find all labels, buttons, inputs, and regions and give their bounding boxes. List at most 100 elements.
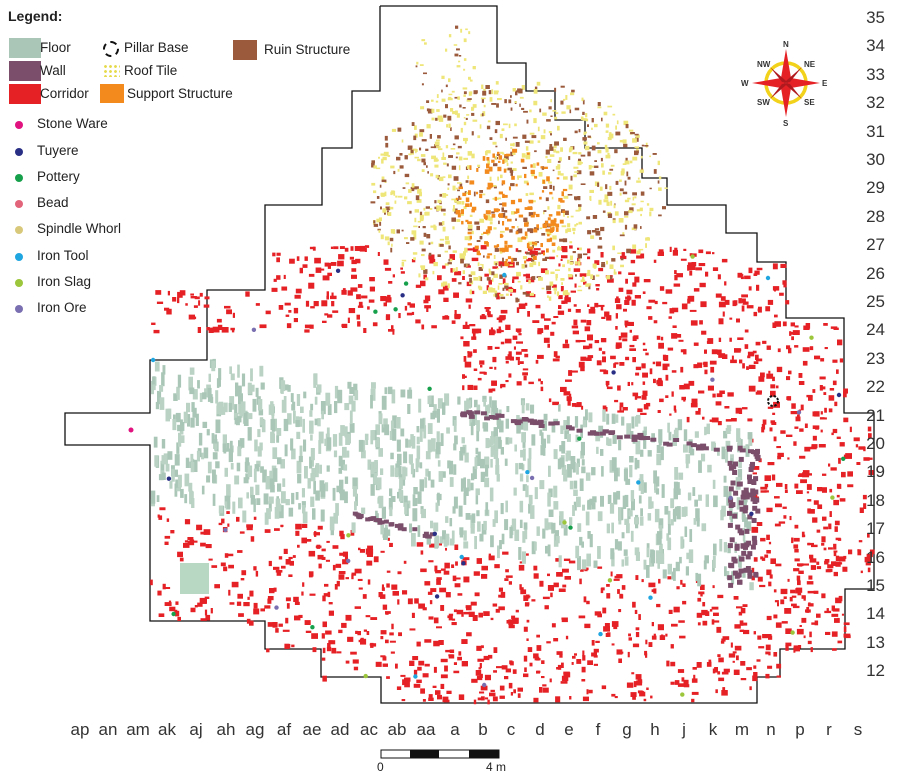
legend-label-pottery: Pottery [37,169,80,184]
row-label: 21 [866,405,885,425]
column-label: b [478,720,488,739]
column-label: ag [245,720,265,739]
compass-se: SE [804,98,815,107]
excavation-boundary [64,5,875,704]
floor-block [180,563,209,594]
column-label: a [450,720,460,739]
legend-label-corridor: Corridor [40,86,89,101]
column-label: k [708,720,718,739]
compass-sw: SW [757,98,770,107]
column-label: d [535,720,545,739]
column-label: j [682,720,686,739]
legend-dot-tuyere [15,148,23,156]
legend-dot-spindle-whorl [15,226,23,234]
compass-s: S [783,119,789,128]
legend-dot-iron-ore [15,305,23,313]
column-label: r [826,720,832,739]
row-label: 30 [866,150,885,169]
row-label: 28 [866,206,885,226]
legend-label-iron-slag: Iron Slag [37,274,92,289]
column-label: aj [189,720,203,739]
scale-bar [380,749,500,759]
support-structure-deposits [455,148,568,267]
column-label: c [506,720,516,739]
legend-swatch-corridor [9,84,41,104]
legend-dot-iron-slag [15,279,23,287]
row-label: 22 [866,377,885,397]
row-label: 12 [866,661,885,681]
row-label: 13 [866,632,885,652]
row-label: 14 [866,604,885,624]
column-label: ap [70,720,90,739]
legend-label-iron-ore: Iron Ore [37,300,87,315]
legend-label-ruin-structure: Ruin Structure [264,42,351,57]
row-label: 15 [866,576,885,595]
column-label: n [766,720,776,739]
row-label: 24 [866,320,885,340]
legend-label-iron-tool: Iron Tool [37,248,89,263]
compass-w: W [741,79,749,88]
row-label: 25 [866,292,885,311]
column-label: h [650,720,660,739]
compass-n: N [783,40,789,49]
legend-swatch-ruin-structure [233,40,257,60]
legend-label-support-structure: Support Structure [127,86,233,101]
column-label: ad [330,720,350,739]
compass-nw: NW [757,60,771,69]
compass-ne: NE [804,60,816,69]
column-label: s [853,720,863,739]
row-label: 34 [866,36,885,56]
legend-dot-stone-ware [15,121,23,129]
row-label: 29 [866,178,885,198]
column-label: ac [360,720,378,739]
legend-dot-bead [15,200,23,208]
scale-bar-end: 4 m [486,760,507,774]
column-label: g [622,720,632,739]
legend-dot-pottery [15,174,23,182]
corridor-deposits [150,245,875,705]
row-label: 26 [866,263,885,283]
artifact-finds [128,254,846,697]
row-label: 18 [866,490,885,510]
legend-label-bead: Bead [37,195,69,210]
legend-swatch-wall [9,61,41,81]
legend-swatch-floor [9,38,41,58]
column-label: p [795,720,805,739]
legend-label-spindle-whorl: Spindle Whorl [37,221,122,236]
wall-deposits [352,410,761,588]
column-label: ab [387,720,407,739]
row-label: 16 [866,547,885,567]
legend-label-floor: Floor [40,40,71,55]
legend-swatch-support-structure [100,84,124,103]
legend-swatch-pillar-base [103,41,119,57]
row-label: 17 [866,519,885,539]
legend-label-stone-ware: Stone Ware [37,116,108,131]
pillar-base-marker [767,395,779,407]
legend-dot-iron-tool [15,253,23,261]
column-label: ah [216,720,236,739]
scale-bar-start: 0 [377,760,384,774]
column-label: aa [416,720,436,739]
compass-e: E [822,79,828,88]
column-label: m [734,720,750,739]
row-label: 23 [866,348,885,368]
legend-label-roof-tile: Roof Tile [124,63,178,78]
row-label: 32 [866,93,885,113]
legend-title: Legend: [8,8,63,24]
compass-rose [752,49,820,117]
legend-label-wall: Wall [40,63,66,78]
row-label: 35 [866,8,885,27]
column-label: am [126,720,150,739]
column-label: an [98,720,118,739]
legend-label-pillar-base: Pillar Base [124,40,189,55]
column-label: f [595,720,601,739]
column-label: af [276,720,292,739]
column-label: ak [158,720,176,739]
row-label: 20 [866,434,885,453]
legend-label-tuyere: Tuyere [37,143,79,158]
legend-swatch-roof-tile [103,64,120,77]
row-label: 31 [866,121,885,141]
roof-tile-and-ruin-deposits [370,25,668,303]
column-label: e [564,720,574,739]
